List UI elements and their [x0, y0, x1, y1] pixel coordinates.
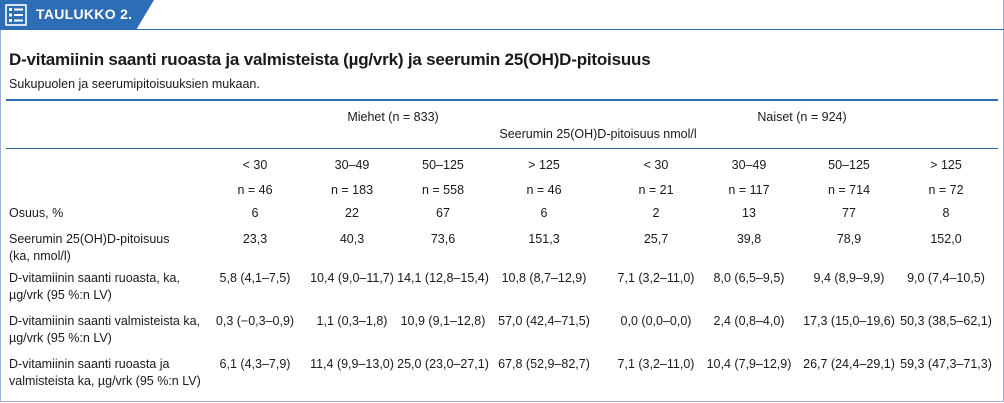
table-cell: 5,8 (4,1–7,5) [219, 271, 291, 285]
group-header-women: Naiset (n = 924) [757, 110, 847, 124]
table-list-icon [5, 4, 27, 26]
table-cell: 23,3 [242, 232, 268, 246]
tab-notch [136, 0, 154, 30]
table-cell: 6 [251, 206, 259, 220]
table-cell: 26,7 (24,4–29,1) [803, 357, 895, 371]
row-label: D-vitamiinin saanti ruoasta, ka, [9, 271, 180, 285]
column-count-header: n = 46 [237, 183, 273, 197]
column-count-header: n = 72 [928, 183, 964, 197]
row-label: Osuus, % [9, 206, 64, 220]
table-cell: 8,0 (6,5–9,5) [713, 271, 785, 285]
table-cell: 2 [652, 206, 660, 220]
column-range-header: 30–49 [334, 158, 370, 172]
row-label: D-vitamiinin saanti ruoasta ja [9, 357, 170, 371]
column-range-header: 50–125 [422, 158, 464, 172]
column-range-header: 30–49 [731, 158, 767, 172]
table-cell: 10,9 (9,1–12,8) [400, 314, 486, 328]
row-label: (ka, nmol/l) [9, 249, 71, 263]
table-subtitle: Sukupuolen ja seerumipitoisuuksien mukaa… [9, 77, 260, 91]
row-label: D-vitamiinin saanti valmisteista ka, [9, 314, 201, 328]
table-cell: 9,0 (7,4–10,5) [907, 271, 985, 285]
table-cell: 0,3 (−0,3–0,9) [215, 314, 295, 328]
column-range-header: > 125 [528, 158, 560, 172]
table-cell: 10,8 (8,7–12,9) [501, 271, 587, 285]
column-count-header: n = 21 [638, 183, 674, 197]
column-range-header: > 125 [930, 158, 962, 172]
row-label: µg/vrk (95 %:n LV) [9, 331, 112, 345]
table-cell: 39,8 [736, 232, 762, 246]
table-cell: 78,9 [836, 232, 862, 246]
row-label: µg/vrk (95 %:n LV) [9, 288, 112, 302]
table-cell: 67 [436, 206, 450, 220]
tab-underline [0, 29, 1004, 30]
table-cell: 57,0 (42,4–71,5) [498, 314, 590, 328]
table-cell: 67,8 (52,9–82,7) [498, 357, 590, 371]
table-cell: 2,4 (0,8–4,0) [713, 314, 785, 328]
table-cell: 25,0 (23,0–27,1) [397, 357, 489, 371]
table-cell: 50,3 (38,5–62,1) [900, 314, 992, 328]
row-label: Seerumin 25(OH)D-pitoisuus [9, 232, 170, 246]
tab-label: TAULUKKO 2. [36, 6, 133, 22]
column-count-header: n = 558 [421, 183, 465, 197]
table-cell: 73,6 [430, 232, 456, 246]
table-tab: TAULUKKO 2. [0, 0, 136, 30]
column-count-header: n = 714 [827, 183, 871, 197]
table-cell: 9,4 (8,9–9,9) [813, 271, 885, 285]
table-cell: 0,0 (0,0–0,0) [620, 314, 692, 328]
column-range-header: 50–125 [828, 158, 870, 172]
table-cell: 40,3 [339, 232, 365, 246]
table-cell: 59,3 (47,3–71,3) [900, 357, 992, 371]
header-bottom-rule [6, 148, 998, 149]
group-header-men: Miehet (n = 833) [347, 110, 439, 124]
serum-header: Seerumin 25(OH)D-pitoisuus nmol/l [499, 127, 697, 141]
table-cell: 6 [540, 206, 548, 220]
table-cell: 11,4 (9,9–13,0) [310, 357, 394, 371]
table-cell: 13 [742, 206, 756, 220]
table-cell: 25,7 [643, 232, 669, 246]
table-cell: 6,1 (4,3–7,9) [219, 357, 291, 371]
header-top-rule [6, 99, 998, 101]
table-title: D-vitamiinin saanti ruoasta ja valmistei… [9, 50, 651, 69]
table-cell: 77 [842, 206, 856, 220]
table-cell: 7,1 (3,2–11,0) [617, 357, 695, 371]
table-cell: 7,1 (3,2–11,0) [617, 271, 695, 285]
column-count-header: n = 183 [330, 183, 374, 197]
table-cell: 151,3 [528, 232, 560, 246]
column-range-header: < 30 [242, 158, 268, 172]
table-cell: 8 [942, 206, 950, 220]
table-cell: 14,1 (12,8–15,4) [397, 271, 489, 285]
table-cell: 17,3 (15,0–19,6) [803, 314, 895, 328]
table-cell: 1,1 (0,3–1,8) [316, 314, 388, 328]
column-range-header: < 30 [643, 158, 669, 172]
table-cell: 10,4 (7,9–12,9) [706, 357, 792, 371]
column-count-header: n = 117 [728, 183, 770, 197]
table-cell: 22 [345, 206, 359, 220]
row-label: valmisteista ka, µg/vrk (95 %:n LV) [9, 374, 201, 388]
column-count-header: n = 46 [526, 183, 562, 197]
table-cell: 152,0 [930, 232, 962, 246]
table-cell: 10,4 (9,0–11,7) [310, 271, 394, 285]
